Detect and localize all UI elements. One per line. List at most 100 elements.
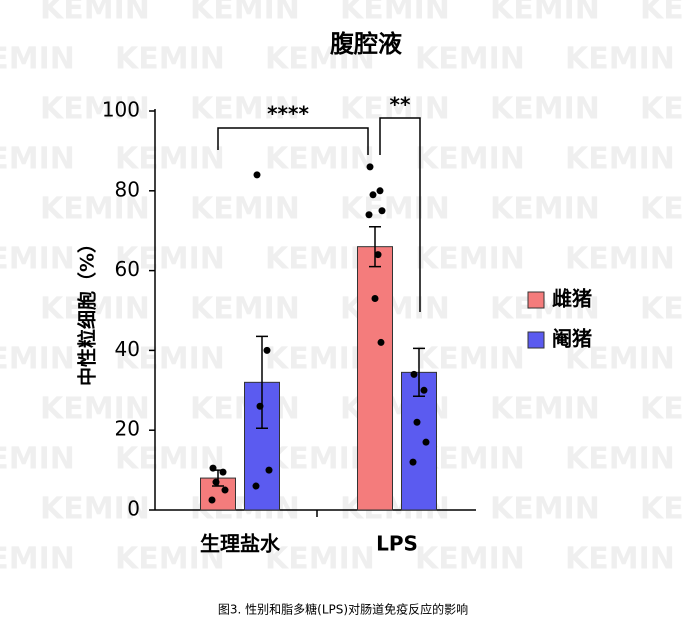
data-point (377, 338, 385, 346)
watermark: KEMIN (40, 92, 150, 127)
data-point (371, 295, 379, 303)
watermark: KEMIN (265, 442, 375, 477)
data-point (208, 496, 216, 504)
watermark: KEMIN (115, 442, 225, 477)
watermark: KEMIN (640, 92, 686, 127)
watermark: KEMIN (0, 542, 75, 577)
error-bar (413, 347, 425, 398)
data-point (265, 466, 273, 474)
watermark: KEMIN (0, 342, 75, 377)
data-point (212, 478, 220, 486)
y-tick-label: 0 (127, 497, 140, 521)
data-point (409, 458, 417, 466)
watermark: KEMIN (0, 142, 75, 177)
y-tick-label: 60 (115, 257, 140, 281)
watermark: KEMIN (265, 342, 375, 377)
watermark: KEMIN (190, 0, 300, 27)
data-point (219, 468, 227, 476)
watermark: KEMIN (340, 92, 450, 127)
watermark: KEMIN (415, 142, 525, 177)
significance-label: ** (390, 93, 411, 117)
watermark: KEMIN (0, 42, 75, 77)
watermark: KEMIN (340, 292, 450, 327)
legend-swatch (527, 331, 545, 349)
y-axis-label: 中性粒细胞（%） (76, 234, 99, 386)
data-point (365, 211, 373, 219)
watermark: KEMIN (190, 92, 300, 127)
error-bar (369, 225, 381, 268)
significance-label: **** (267, 102, 309, 126)
data-point (369, 191, 377, 199)
watermark: KEMIN (115, 142, 225, 177)
y-tick-label: 80 (115, 177, 140, 201)
watermark: KEMIN (565, 242, 675, 277)
watermark: KEMIN (565, 342, 675, 377)
watermark: KEMIN (565, 142, 675, 177)
data-point (209, 464, 217, 472)
watermark: KEMIN (0, 442, 75, 477)
y-tick-label: 100 (102, 98, 140, 122)
data-point (376, 187, 384, 195)
watermark: KEMIN (40, 292, 150, 327)
data-point (366, 163, 374, 171)
watermark: KEMIN (640, 392, 686, 427)
watermark: KEMIN (640, 492, 686, 527)
watermark: KEMIN (490, 392, 600, 427)
watermark: KEMIN (115, 242, 225, 277)
y-tick-label: 20 (115, 417, 140, 441)
chart-title: 腹腔液 (330, 30, 402, 58)
watermark: KEMIN (640, 192, 686, 227)
watermark: KEMIN (265, 42, 375, 77)
data-point (256, 402, 264, 410)
watermark: KEMIN (340, 0, 450, 27)
watermark: KEMIN (640, 292, 686, 327)
watermark: KEMIN (40, 0, 150, 27)
caption: 图3. 性别和脂多糖(LPS)对肠道免疫反应的影响 (218, 602, 468, 617)
legend-label: 阉猪 (552, 327, 592, 351)
watermark: KEMIN (490, 492, 600, 527)
x-tick-label: 生理盐水 (200, 532, 281, 556)
data-point (374, 251, 382, 259)
watermark: KEMIN (565, 42, 675, 77)
watermark: KEMIN (490, 0, 600, 27)
watermark: KEMIN (490, 292, 600, 327)
watermark: KEMIN (115, 342, 225, 377)
x-tick-label: LPS (376, 532, 418, 556)
significance-bracket (217, 127, 369, 155)
watermark: KEMIN (415, 542, 525, 577)
legend-swatch (527, 291, 545, 309)
watermark: KEMIN (115, 542, 225, 577)
error-bar (256, 335, 268, 429)
watermark: KEMIN (490, 192, 600, 227)
watermark: KEMIN (565, 542, 675, 577)
watermark: KEMIN (415, 342, 525, 377)
watermark: KEMIN (190, 192, 300, 227)
bar (357, 246, 393, 511)
watermark: KEMIN (0, 242, 75, 277)
watermark: KEMIN (265, 542, 375, 577)
data-point (422, 438, 430, 446)
data-point (263, 346, 271, 354)
significance-bracket (379, 117, 421, 312)
watermark: KEMIN (640, 0, 686, 27)
watermark: KEMIN (415, 42, 525, 77)
watermark: KEMIN (490, 92, 600, 127)
data-point (413, 418, 421, 426)
data-point (252, 482, 260, 490)
watermark: KEMIN (340, 192, 450, 227)
data-point (221, 486, 229, 494)
data-point (410, 370, 418, 378)
watermark: KEMIN (115, 42, 225, 77)
data-point (378, 207, 386, 215)
watermark: KEMIN (40, 492, 150, 527)
watermark: KEMIN (415, 242, 525, 277)
y-tick-label: 40 (115, 337, 140, 361)
data-point (420, 386, 428, 394)
watermark: KEMIN (40, 392, 150, 427)
data-point (253, 171, 261, 179)
watermark-layer: KEMIN KEMIN KEMIN KEMIN KE MIN KEMIN KEMIN KEMIN… (0, 0, 686, 577)
watermark: KEMIN (40, 192, 150, 227)
watermark: KEMIN (190, 292, 300, 327)
watermark: KEMIN (565, 442, 675, 477)
